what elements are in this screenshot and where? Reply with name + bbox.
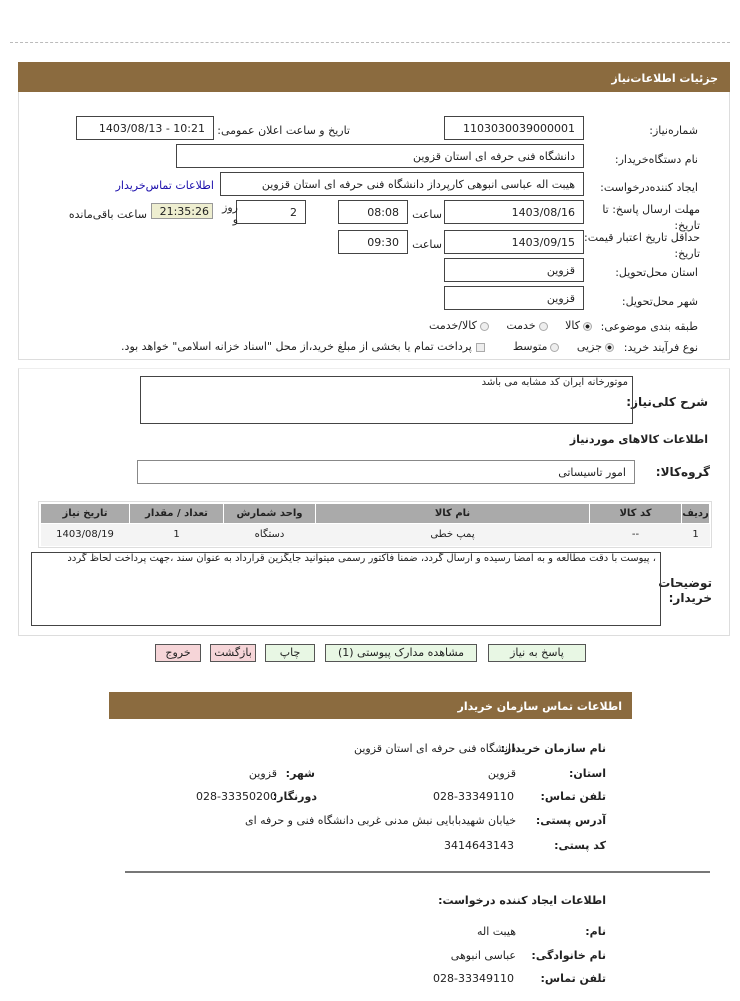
col-row: ردیف [681,503,710,524]
notes-label: توضیحات خریدار: [658,576,712,605]
buyer-label: نام دستگاه‌خریدار: [614,153,698,166]
col-name: نام کالا [315,503,590,524]
name-label: نام: [585,925,606,938]
remaining-label: ساعت باقی‌مانده [68,208,147,221]
cell-name: پمپ خطی [315,523,590,546]
buyer-field: دانشگاه فنی حرفه ای استان قزوین [176,144,584,168]
postal-label: کد پستی: [554,839,606,852]
goods-table: ردیف کد کالا نام کالا واحد شمارش تعداد /… [38,501,712,548]
notes-field: ، پیوست با دقت مطالعه و به امضا رسیده و … [31,552,661,626]
validity-time-field: 09:30 [338,230,408,254]
description-field: موتورخانه ایران کد مشابه می باشد [140,376,633,424]
days-label: روز و [222,201,238,226]
radio-medium[interactable]: متوسط [513,340,560,353]
name-value: هیبت اله [476,925,516,938]
family-label: نام خانوادگی: [531,949,606,962]
radio-service[interactable]: خدمت [506,319,548,332]
radio-goods[interactable]: کالا [565,319,592,332]
reply-button[interactable]: پاسخ به نیاز [488,644,586,662]
validity-date-field: 1403/09/15 [444,230,584,254]
radio-minor[interactable]: جزیی [577,340,614,353]
need-number-label: شماره‌نیاز: [649,124,698,137]
delivery-province-field: قزوین [444,258,584,282]
cell-qty: 1 [129,523,224,546]
org-value: دانشگاه فنی حرفه ای استان قزوین [353,742,516,755]
cell-code: -- [589,523,682,546]
col-date: تاریخ نیاز [40,503,130,524]
province-label: استان: [569,767,606,780]
goods-section-title: اطلاعات کالاهای موردنیاز [569,433,708,446]
announce-field: 1403/08/13 - 10:21 [76,116,214,140]
details-panel [18,92,730,360]
col-qty: تعداد / مقدار [129,503,224,524]
cell-row: 1 [681,523,710,546]
section-divider [125,871,710,873]
delivery-province-label: استان محل‌تحویل: [615,266,698,279]
remaining-timer: 21:35:26 [151,203,213,219]
reply-date-field: 1403/08/16 [444,200,584,224]
family-value: عباسی انبوهی [450,949,516,962]
back-button[interactable]: بازگشت [210,644,256,662]
category-label: طبقه بندی موضوعی: [600,320,698,333]
cell-unit: دستگاه [223,523,316,546]
validity-label: حداقل تاریخ اعتبار قیمت: تا تاریخ: [574,231,700,260]
fax-value: 028-33350200 [196,790,277,803]
delivery-city-field: قزوین [444,286,584,310]
description-label: شرح کلی‌نیاز: [626,395,708,409]
city-label: شهر: [285,767,315,780]
fax-label: دورنگار: [272,790,317,803]
creator-info-title: اطلاعات ایجاد کننده درخواست: [438,894,606,907]
phone-label: تلفن تماس: [540,790,606,803]
org-label: نام سازمان خریدار: [500,742,606,755]
contact-header: اطلاعات تماس سازمان خریدار [109,692,632,719]
process-label: نوع فرآیند خرید: [623,341,698,354]
col-code: کد کالا [589,503,682,524]
creator-phone-label: تلفن تماس: [540,972,606,985]
address-value: خیابان شهیدبابایی نبش مدنی غربی دانشگاه … [245,814,516,827]
days-field: 2 [236,200,306,224]
announce-label: تاریخ و ساعت اعلان عمومی: [217,124,350,137]
top-divider [10,42,730,43]
view-attachments-button[interactable]: مشاهده مدارک پیوستی (1) [325,644,477,662]
creator-field: هیبت اله عباسی انبوهی کارپرداز دانشگاه ف… [220,172,584,196]
goods-panel [18,368,730,636]
radio-goods-service[interactable]: کالا/خدمت [429,319,489,332]
buyer-contact-link[interactable]: اطلاعات تماس‌خریدار [115,179,214,192]
exit-button[interactable]: خروج [155,644,201,662]
treasury-note: پرداخت تمام یا بخشی از مبلغ خرید،از محل … [121,340,472,353]
group-field: امور تاسیساتی [137,460,635,484]
col-unit: واحد شمارش [223,503,316,524]
treasury-checkbox[interactable] [472,340,485,353]
creator-phone-value: 028-33349110 [433,972,514,985]
reply-deadline-label: مهلت ارسال پاسخ: تا تاریخ: [602,203,700,232]
delivery-city-label: شهر محل‌تحویل: [621,295,698,308]
category-radio-group: کالا خدمت کالا/خدمت [429,319,592,332]
print-button[interactable]: چاپ [265,644,315,662]
address-label: آدرس پستی: [535,814,606,827]
cell-date: 1403/08/19 [40,523,130,546]
time-label: ساعت [412,238,442,251]
phone-value: 028-33349110 [433,790,514,803]
group-label: گروه‌کالا: [655,465,710,479]
province-value: قزوین [487,767,516,780]
city-value: قزوین [248,767,277,780]
postal-value: 3414643143 [444,839,514,852]
page-header: جزئیات اطلاعات‌نیاز [18,62,730,92]
need-number-field: 1103030039000001 [444,116,584,140]
time-label: ساعت [412,208,442,221]
process-radio-group: جزیی متوسط پرداخت تمام یا بخشی از مبلغ خ… [121,340,614,353]
table-row: 1 -- پمپ خطی دستگاه 1 1403/08/19 [40,523,710,546]
reply-time-field: 08:08 [338,200,408,224]
creator-label: ایجاد کننده‌درخواست: [600,181,698,194]
